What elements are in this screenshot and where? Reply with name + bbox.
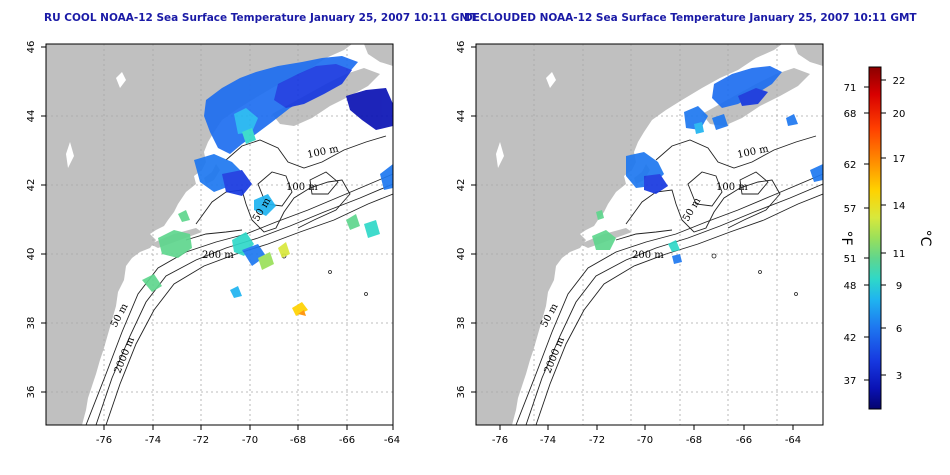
- right-map-base: [476, 44, 823, 425]
- lat-tick-label: 36: [26, 386, 37, 399]
- lon-tick-label: -66: [736, 435, 752, 446]
- right-map-panel: 100 m 100 m 50 m 200 m 50 m 2000 m -76 -…: [456, 41, 824, 446]
- celsius-unit-label: °C: [917, 230, 933, 247]
- celsius-tick-label: 20: [893, 109, 906, 120]
- lon-tick-label: -72: [589, 435, 605, 446]
- colorbar: 71 68 62 57 51 48 42 37 22 20 17 14 11 9…: [838, 66, 933, 410]
- lon-tick-label: -70: [242, 435, 258, 446]
- left-map-frame: [45, 43, 394, 426]
- left-map-ticks: [41, 46, 394, 430]
- left-lon-tick-labels: -76 -74 -72 -70 -68 -66 -64: [96, 435, 400, 446]
- contour-label: 200 m: [632, 250, 664, 261]
- celsius-tick-label: 14: [893, 201, 906, 212]
- lon-tick-label: -72: [193, 435, 209, 446]
- lon-tick-label: -74: [145, 435, 161, 446]
- lat-tick-label: 42: [26, 179, 37, 192]
- celsius-tick-label: 11: [893, 249, 906, 260]
- lat-tick-label: 44: [26, 110, 37, 123]
- celsius-tick-label: 9: [896, 281, 902, 292]
- lat-tick-label: 38: [26, 317, 37, 330]
- lat-tick-label: 42: [456, 179, 467, 192]
- right-map-title: DECLOUDED NOAA-12 Sea Surface Temperatur…: [464, 12, 917, 24]
- celsius-tick-label: 3: [896, 371, 902, 382]
- fahrenheit-ticks: 71 68 62 57 51 48 42 37: [844, 83, 857, 387]
- fahrenheit-tick-label: 51: [844, 254, 857, 265]
- fahrenheit-tick-label: 48: [844, 281, 857, 292]
- fahrenheit-tick-label: 62: [844, 160, 857, 171]
- left-map-title: RU COOL NOAA-12 Sea Surface Temperature …: [44, 12, 478, 24]
- fahrenheit-tick-label: 71: [844, 83, 857, 94]
- lon-tick-label: -64: [785, 435, 801, 446]
- lon-tick-label: -76: [96, 435, 112, 446]
- lon-tick-label: -68: [290, 435, 306, 446]
- lon-tick-label: -70: [637, 435, 653, 446]
- lat-tick-label: 40: [26, 248, 37, 261]
- lat-tick-label: 36: [456, 386, 467, 399]
- celsius-ticks: 22 20 17 14 11 9 6 3: [893, 76, 906, 382]
- fahrenheit-tick-label: 68: [844, 109, 857, 120]
- right-sst-data: [592, 66, 823, 264]
- right-lat-tick-labels: 46 44 42 40 38 36: [456, 41, 467, 399]
- left-lat-tick-labels: 46 44 42 40 38 36: [26, 41, 37, 399]
- lat-tick-label: 46: [456, 41, 467, 54]
- fahrenheit-tick-label: 57: [844, 204, 857, 215]
- celsius-tick-label: 6: [896, 324, 902, 335]
- colorbar-ramp: [868, 66, 882, 410]
- lon-tick-label: -64: [384, 435, 400, 446]
- right-map-frame: [475, 43, 824, 426]
- contour-label: 100 m: [716, 182, 748, 193]
- lat-tick-label: 46: [26, 41, 37, 54]
- right-lon-tick-labels: -76 -74 -72 -70 -68 -66 -64: [492, 435, 801, 446]
- fahrenheit-tick-label: 42: [844, 333, 857, 344]
- lon-tick-label: -76: [492, 435, 508, 446]
- lon-tick-label: -66: [339, 435, 355, 446]
- right-map-clip: 100 m 100 m 50 m 200 m 50 m 2000 m: [476, 44, 823, 425]
- lat-tick-label: 40: [456, 248, 467, 261]
- lat-tick-label: 44: [456, 110, 467, 123]
- contour-label: 200 m: [202, 250, 234, 261]
- lat-tick-label: 38: [456, 317, 467, 330]
- right-map-ticks: [471, 46, 794, 430]
- left-map-clip: 100 m 100 m 50 m 200 m 50 m 2000 m: [46, 44, 393, 425]
- celsius-tick-label: 22: [893, 76, 906, 87]
- left-sst-data: [142, 56, 393, 316]
- celsius-tick-label: 17: [893, 154, 906, 165]
- left-map-panel: 100 m 100 m 50 m 200 m 50 m 2000 m -76 -…: [26, 41, 400, 446]
- contour-label: 100 m: [286, 182, 318, 193]
- lon-tick-label: -68: [686, 435, 702, 446]
- lon-tick-label: -74: [540, 435, 556, 446]
- fahrenheit-unit-label: °F: [838, 230, 854, 245]
- fahrenheit-tick-label: 37: [844, 376, 857, 387]
